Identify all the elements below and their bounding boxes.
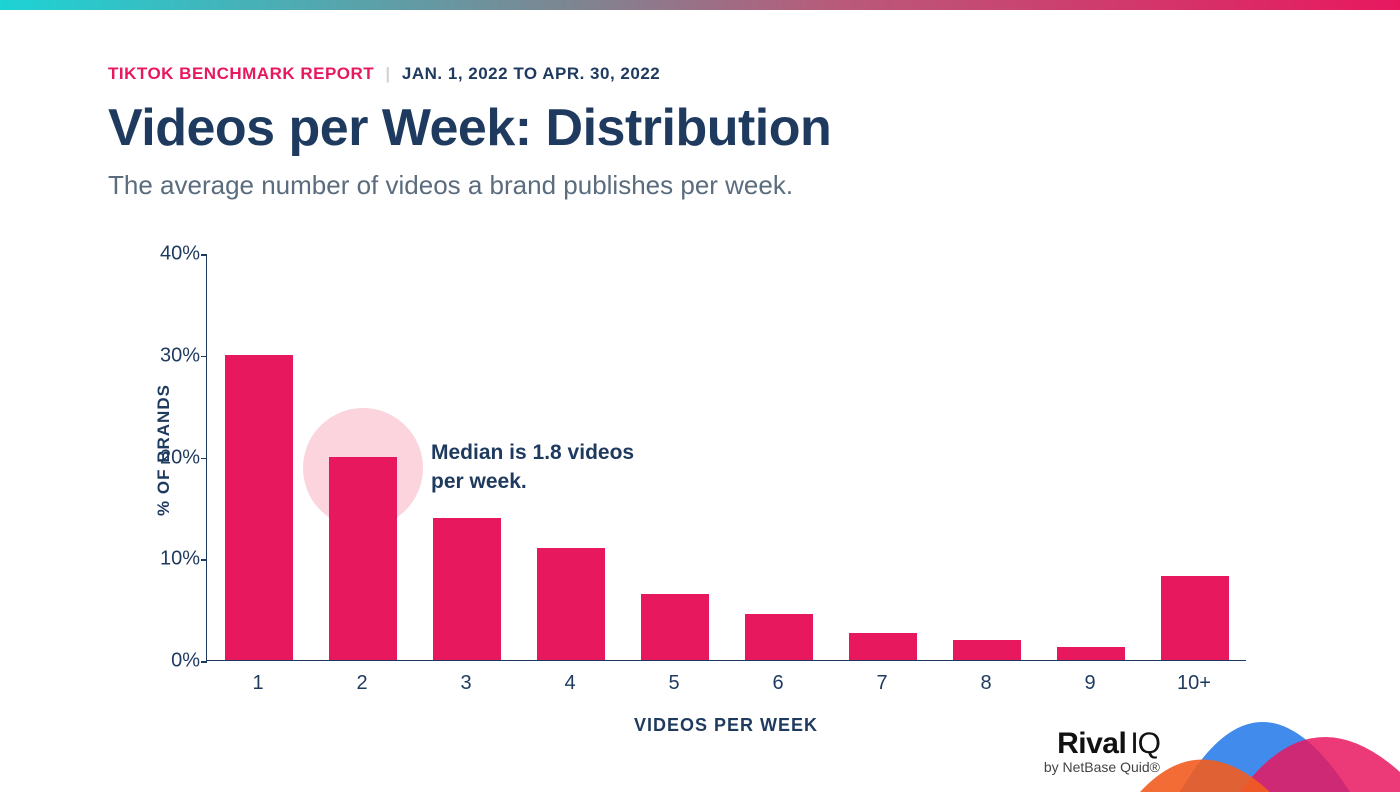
kicker: TIKTOK BENCHMARK REPORT | JAN. 1, 2022 T…: [108, 64, 1400, 84]
annotation-line2: per week.: [431, 470, 527, 493]
x-tick-label: 4: [564, 672, 575, 695]
y-tick-mark: [201, 661, 207, 663]
bar: [641, 594, 709, 660]
y-tick-label: 30%: [156, 344, 200, 367]
page-subtitle: The average number of videos a brand pub…: [108, 170, 1400, 201]
top-gradient-bar: [0, 0, 1400, 10]
corner-wave-art: [1120, 672, 1400, 792]
bar: [433, 518, 501, 660]
x-tick-label: 7: [876, 672, 887, 695]
bar: [537, 548, 605, 660]
x-tick-label: 2: [356, 672, 367, 695]
brand-logo: Rival IQ by NetBase Quid®: [1044, 727, 1160, 775]
bar: [745, 614, 813, 660]
logo-text-bold: Rival: [1057, 727, 1126, 761]
logo-subtext: by NetBase Quid®: [1044, 759, 1160, 775]
page-title: Videos per Week: Distribution: [108, 98, 1400, 158]
y-tick-label: 40%: [156, 243, 200, 266]
y-tick-label: 10%: [156, 548, 200, 571]
median-annotation: Median is 1.8 videos per week.: [431, 438, 634, 497]
x-tick-label: 5: [668, 672, 679, 695]
distribution-chart: % OF BRANDS 0%10%20%30%40% Median is 1.8…: [108, 230, 1278, 720]
bar: [1161, 576, 1229, 660]
y-tick-label: 20%: [156, 446, 200, 469]
bar: [849, 633, 917, 660]
x-tick-label: 1: [252, 672, 263, 695]
x-tick-label: 9: [1084, 672, 1095, 695]
header-block: TIKTOK BENCHMARK REPORT | JAN. 1, 2022 T…: [0, 10, 1400, 201]
logo-text-light: IQ: [1130, 727, 1160, 761]
bar: [1057, 647, 1125, 660]
x-tick-label: 8: [980, 672, 991, 695]
kicker-separator: |: [385, 64, 390, 83]
plot-area: Median is 1.8 videos per week.: [206, 254, 1246, 661]
bar: [225, 355, 293, 660]
annotation-line1: Median is 1.8 videos: [431, 441, 634, 464]
kicker-report: TIKTOK BENCHMARK REPORT: [108, 64, 374, 83]
x-tick-label: 3: [460, 672, 471, 695]
y-tick-label: 0%: [156, 650, 200, 673]
bar: [953, 640, 1021, 660]
x-tick-label: 6: [772, 672, 783, 695]
kicker-dates: JAN. 1, 2022 TO APR. 30, 2022: [402, 64, 660, 83]
bar: [329, 457, 397, 661]
